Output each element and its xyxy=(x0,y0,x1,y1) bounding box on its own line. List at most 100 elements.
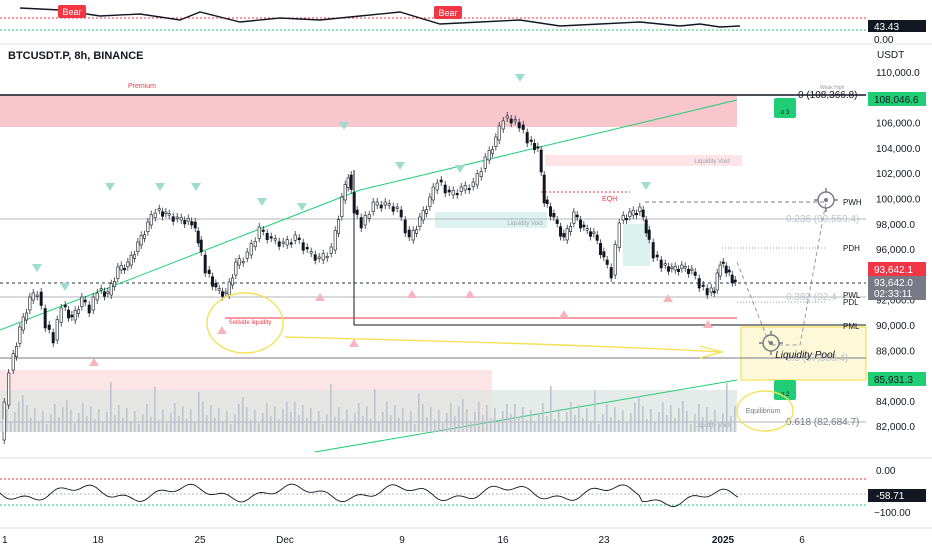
projection-path xyxy=(736,201,827,346)
volume-bar xyxy=(622,410,624,432)
volume-bar xyxy=(554,419,556,432)
candle-body xyxy=(297,237,301,240)
candle-body xyxy=(261,229,265,232)
volume-bar xyxy=(582,418,584,432)
down-triangle-marker xyxy=(297,203,307,211)
candle-body xyxy=(701,284,705,287)
candle-body xyxy=(214,283,218,288)
price-tag-current xyxy=(868,262,926,276)
candle-body xyxy=(730,274,734,284)
candle-body xyxy=(479,171,483,177)
price-tag-last xyxy=(868,276,926,300)
top-value-tag xyxy=(868,20,926,32)
down-triangle-marker xyxy=(641,182,651,190)
volume-bar xyxy=(206,415,208,432)
volume-bar xyxy=(558,409,560,432)
volume-bar xyxy=(90,406,92,432)
candle-body xyxy=(113,281,117,287)
candle-body xyxy=(431,186,435,201)
time-axis[interactable]: 1 18 25 Dec 9 16 23 2025 6 xyxy=(2,535,805,546)
volume-bar xyxy=(578,405,580,432)
candle-body xyxy=(217,288,221,291)
up-triangle-marker xyxy=(663,294,673,302)
candle-body xyxy=(249,243,253,256)
price-tag-top xyxy=(868,92,926,106)
pml-label: PML xyxy=(843,322,860,331)
volume-bar xyxy=(294,402,296,432)
price-tag-current-label: 93,642.1 xyxy=(874,265,913,276)
volume-bar xyxy=(218,408,220,432)
price-tag-bottom-label: 85,931.3 xyxy=(874,375,913,386)
candle-body xyxy=(285,239,289,246)
volume-bar xyxy=(726,383,728,432)
candle-body xyxy=(418,216,422,227)
candle-body xyxy=(207,269,211,274)
weak-high-label: Weak High xyxy=(820,85,845,91)
candle-body xyxy=(293,234,297,241)
top-indicator-panel: Bear Bear 43.43 0.00 xyxy=(0,5,926,46)
liquidity-void-zone-2 xyxy=(435,212,547,228)
candle-body xyxy=(545,199,549,204)
candle-body xyxy=(572,211,576,224)
volume-bar xyxy=(326,414,328,432)
volume-bar xyxy=(454,416,456,432)
down-triangle-marker xyxy=(257,198,267,206)
target-icon-pool[interactable] xyxy=(759,331,783,355)
candle-body xyxy=(28,296,32,311)
candle-body xyxy=(599,243,603,255)
price-tick: 88,000.0 xyxy=(876,346,915,357)
candle-body xyxy=(83,299,87,303)
volume-bar xyxy=(458,406,460,432)
candle-body xyxy=(542,174,546,204)
candle-body xyxy=(673,266,677,271)
candle-body xyxy=(724,265,728,274)
volume-bar xyxy=(266,403,268,432)
candle-body xyxy=(609,267,613,279)
candle-body xyxy=(539,149,543,173)
candle-body xyxy=(227,281,231,296)
price-tick: 106,000.0 xyxy=(876,119,921,130)
volume-bar xyxy=(146,404,148,432)
volume-bar xyxy=(54,404,56,432)
candle-body xyxy=(521,124,525,130)
time-tick: 25 xyxy=(194,535,206,546)
candle-body xyxy=(387,203,391,206)
price-tick: 110,000.0 xyxy=(876,68,920,79)
volume-bar xyxy=(254,410,256,432)
candle-body xyxy=(133,254,137,259)
volume-bar xyxy=(302,405,304,432)
volume-bar xyxy=(542,403,544,432)
candle-body xyxy=(257,226,261,239)
volume-bar xyxy=(242,397,244,432)
volume-bar xyxy=(262,413,264,432)
liquidity-pool-label: Liquidity Pool xyxy=(775,350,835,361)
down-triangle-marker xyxy=(515,74,525,82)
volume-bar xyxy=(230,424,232,432)
volume-bar xyxy=(30,418,32,432)
volume-bar xyxy=(710,420,712,432)
volume-bar xyxy=(590,421,592,432)
volume-bar xyxy=(214,418,216,432)
equilibrium-label: Equilibrium xyxy=(746,408,781,415)
candle-body xyxy=(231,277,235,286)
volume-bar xyxy=(502,411,504,432)
candle-body xyxy=(467,188,471,191)
volume-bar xyxy=(290,412,292,432)
candle-body xyxy=(289,242,293,245)
volume-bar xyxy=(270,416,272,432)
volume-bar xyxy=(194,422,196,432)
candle-body xyxy=(171,216,175,222)
candle-body xyxy=(273,238,277,241)
candle-body xyxy=(241,261,245,264)
candle-body xyxy=(525,132,529,144)
candle-body xyxy=(234,261,238,276)
price-tag-bottom xyxy=(868,372,926,386)
volume-bar xyxy=(406,421,408,432)
candle-body xyxy=(309,251,313,254)
target-icon[interactable] xyxy=(814,188,838,212)
symbol-title[interactable]: BTCUSDT.P, 8h, BINANCE xyxy=(8,50,144,62)
bottom-value-tag xyxy=(868,489,926,502)
volume-bar xyxy=(662,402,664,432)
currency-label[interactable]: USDT xyxy=(877,50,905,61)
